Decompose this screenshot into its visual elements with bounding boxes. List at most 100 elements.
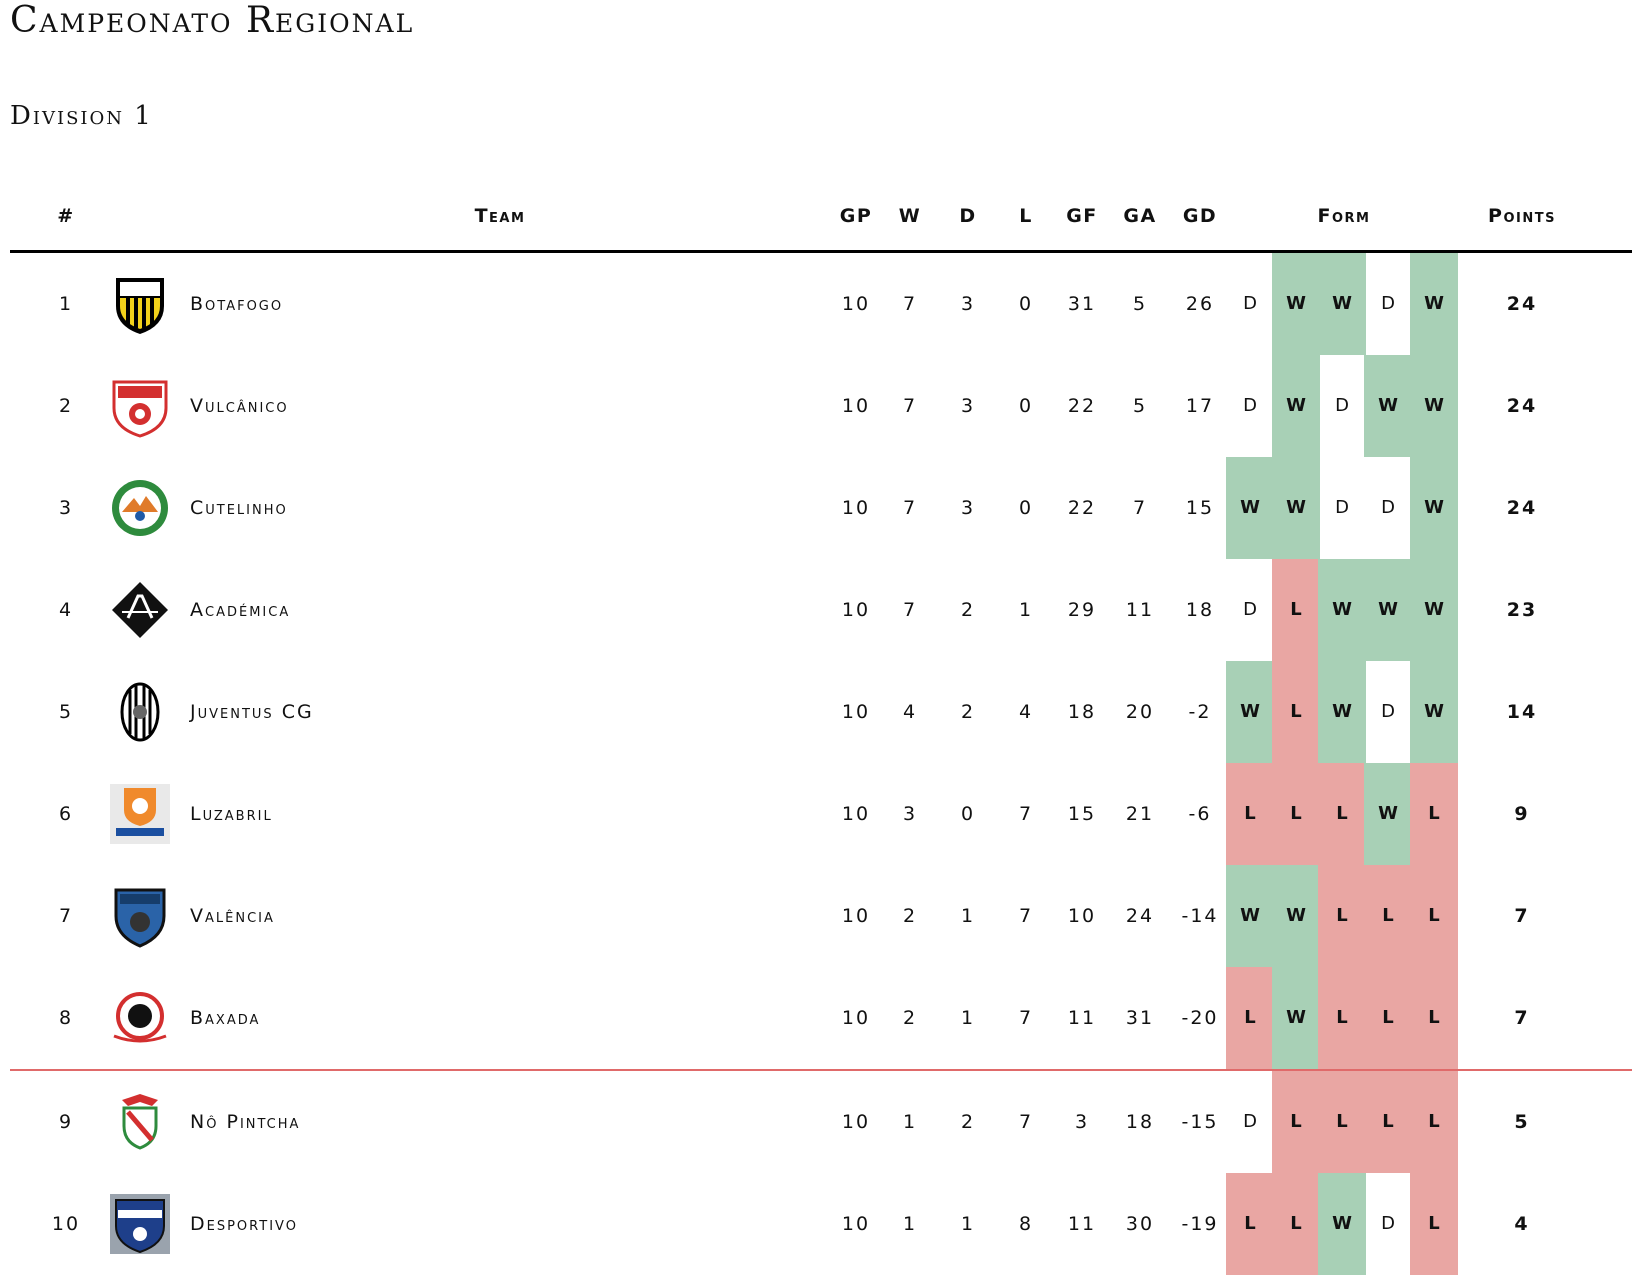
cell-w: 7 (902, 293, 918, 315)
form-result: W (1410, 355, 1458, 457)
cell-gf: 11 (1067, 1007, 1097, 1029)
cell-rank: 2 (58, 395, 74, 417)
form-result: W (1318, 1173, 1366, 1275)
cell-ga: 7 (1132, 497, 1148, 519)
cell-gf: 31 (1067, 293, 1097, 315)
header-gp: GP (839, 205, 873, 227)
cell-l: 1 (1018, 599, 1034, 621)
cell-rank: 3 (58, 497, 74, 519)
cell-rank: 8 (58, 1007, 74, 1029)
form-result: D (1335, 497, 1349, 518)
form-result: L (1226, 1173, 1274, 1275)
form-result: W (1364, 355, 1412, 457)
form-result: L (1410, 1071, 1458, 1173)
cell-rank: 4 (58, 599, 74, 621)
cell-d: 1 (960, 905, 976, 927)
cell-ga: 18 (1125, 1111, 1155, 1133)
team-name: Botafogo (190, 293, 284, 315)
cell-d: 0 (960, 803, 976, 825)
form-result: L (1318, 865, 1366, 967)
cell-d: 1 (960, 1213, 976, 1235)
cell-gp: 10 (841, 395, 871, 417)
cell-w: 1 (902, 1111, 918, 1133)
cell-gd: -6 (1188, 803, 1212, 825)
cell-gp: 10 (841, 599, 871, 621)
cell-gf: 22 (1067, 395, 1097, 417)
form-result: W (1272, 865, 1320, 967)
cell-w: 1 (902, 1213, 918, 1235)
cell-w: 2 (902, 905, 918, 927)
cell-ga: 24 (1125, 905, 1155, 927)
form-result: W (1226, 661, 1274, 763)
cell-d: 3 (960, 497, 976, 519)
cell-ga: 30 (1125, 1213, 1155, 1235)
form-result: W (1272, 967, 1320, 1069)
form-result: L (1410, 967, 1458, 1069)
cell-rank: 9 (58, 1111, 74, 1133)
standings-table: # Team GP W D L GF GA GD Form Points 1 10… (10, 195, 1632, 1275)
table-header: # Team GP W D L GF GA GD Form Points (10, 195, 1632, 253)
cell-w: 2 (902, 1007, 918, 1029)
form-result: W (1318, 661, 1366, 763)
team-name: Nô Pintcha (190, 1111, 301, 1133)
cell-d: 2 (960, 599, 976, 621)
cell-points: 5 (1514, 1111, 1530, 1133)
form-result: W (1272, 355, 1320, 457)
team-name: Desportivo (190, 1213, 298, 1235)
cell-gd: -15 (1181, 1111, 1219, 1133)
cell-rank: 6 (58, 803, 74, 825)
academica-crest-icon (108, 578, 172, 642)
table-row: 10 10 1 1 8 11 30 -19 Desportivo L L W D L 4 (10, 1173, 1632, 1275)
no-pintcha-crest-icon (108, 1090, 172, 1154)
cell-points: 4 (1514, 1213, 1530, 1235)
cell-gf: 3 (1074, 1111, 1090, 1133)
cell-rank: 7 (58, 905, 74, 927)
cell-d: 2 (960, 1111, 976, 1133)
form-result: L (1410, 763, 1458, 865)
team-name: Cutelinho (190, 497, 288, 519)
luzabril-crest-icon (108, 782, 172, 846)
cell-points: 24 (1506, 497, 1538, 519)
form-result: W (1410, 559, 1458, 661)
team-name: Vulcânico (190, 395, 289, 417)
form-result: W (1364, 559, 1412, 661)
cell-w: 7 (902, 395, 918, 417)
header-points: Points (1488, 205, 1556, 227)
form-result: D (1381, 497, 1395, 518)
header-form: Form (1317, 205, 1371, 227)
form-result: D (1381, 293, 1395, 314)
form-result: L (1226, 967, 1274, 1069)
header-team: Team (474, 205, 526, 227)
form-result: D (1243, 395, 1257, 416)
form-result: W (1226, 865, 1274, 967)
division-subtitle: Division 1 (10, 101, 153, 131)
header-w: W (898, 205, 922, 227)
cell-w: 7 (902, 497, 918, 519)
cell-d: 1 (960, 1007, 976, 1029)
form-result: L (1318, 763, 1366, 865)
juventus-crest-icon (108, 680, 172, 744)
cell-w: 3 (902, 803, 918, 825)
header-d: D (959, 205, 977, 227)
cell-ga: 20 (1125, 701, 1155, 723)
cell-w: 7 (902, 599, 918, 621)
form-result: W (1410, 457, 1458, 559)
table-row: 7 10 2 1 7 10 24 -14 Valência W W L L L 7 (10, 865, 1632, 967)
cell-l: 7 (1018, 1111, 1034, 1133)
form-result: W (1364, 763, 1412, 865)
cell-l: 8 (1018, 1213, 1034, 1235)
cell-gd: 15 (1185, 497, 1215, 519)
form-result: L (1318, 1071, 1366, 1173)
table-row: 8 10 2 1 7 11 31 -20 Baxada L W L L L 7 (10, 967, 1632, 1069)
cell-gp: 10 (841, 1111, 871, 1133)
cell-ga: 11 (1125, 599, 1155, 621)
header-ga: GA (1123, 205, 1157, 227)
cell-gd: 26 (1185, 293, 1215, 315)
form-result: W (1272, 457, 1320, 559)
team-name: Juventus CG (190, 701, 314, 723)
form-result: D (1335, 395, 1349, 416)
header-gf: GF (1066, 205, 1098, 227)
cell-gp: 10 (841, 497, 871, 519)
cell-l: 7 (1018, 905, 1034, 927)
cell-d: 2 (960, 701, 976, 723)
